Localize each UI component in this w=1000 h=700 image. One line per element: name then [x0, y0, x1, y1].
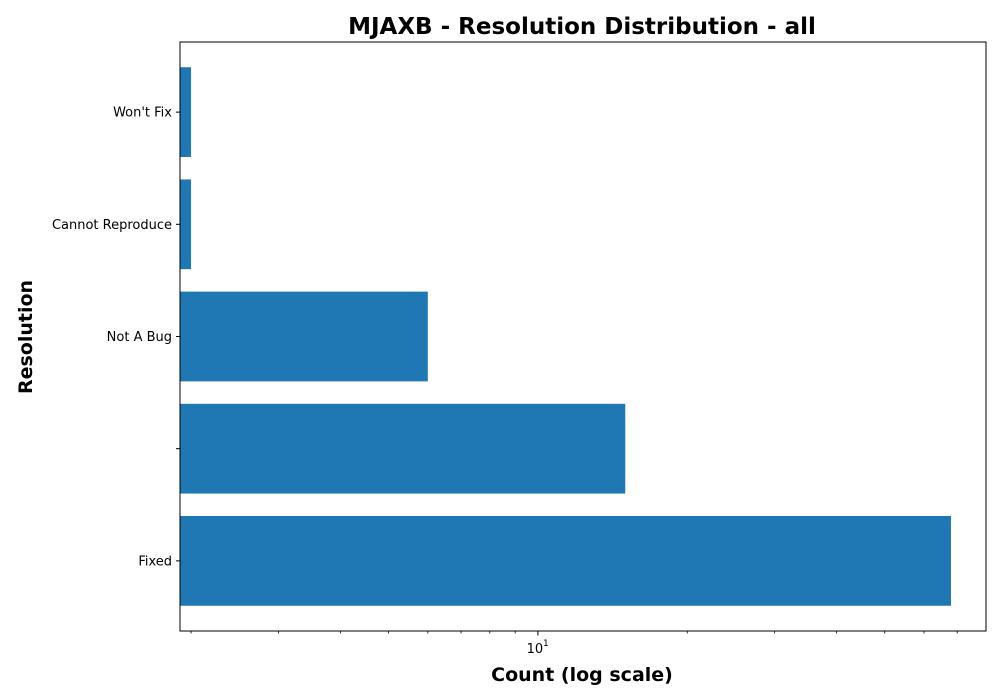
bar-unlabeled: [180, 403, 626, 494]
bar-won-t-fix: [180, 67, 192, 157]
x-tick-exponent: 1: [543, 639, 549, 649]
bar-fixed: [180, 516, 951, 606]
chart-title: MJAXB - Resolution Distribution - all: [348, 14, 816, 40]
y-tick-label: Fixed: [138, 554, 172, 569]
y-tick-label: Cannot Reproduce: [52, 218, 172, 233]
bars-group: [180, 67, 951, 606]
y-ticks-group: Fixed Not A Bug Cannot Reproduce Won't Fix: [52, 106, 180, 569]
plot-frame: [179, 41, 987, 632]
x-ticks-group: 10 1: [190, 631, 958, 657]
bar-cannot-reproduce: [180, 179, 192, 270]
y-axis-label: Resolution: [15, 280, 37, 394]
x-tick-label: 10: [527, 642, 544, 657]
y-tick-label: Won't Fix: [113, 106, 172, 121]
x-axis-label: Count (log scale): [491, 664, 673, 686]
bar-not-a-bug: [180, 291, 428, 382]
y-tick-label: Not A Bug: [107, 330, 172, 345]
